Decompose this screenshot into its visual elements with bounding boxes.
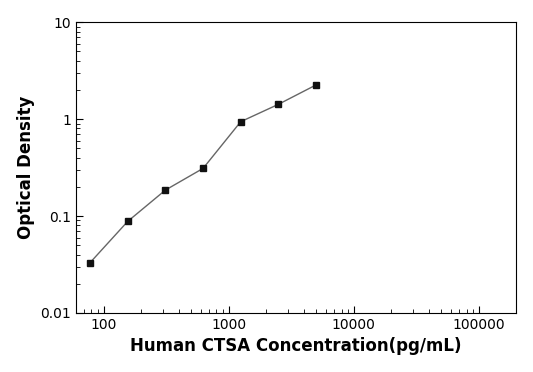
Y-axis label: Optical Density: Optical Density	[17, 96, 35, 239]
X-axis label: Human CTSA Concentration(pg/mL): Human CTSA Concentration(pg/mL)	[131, 337, 462, 355]
